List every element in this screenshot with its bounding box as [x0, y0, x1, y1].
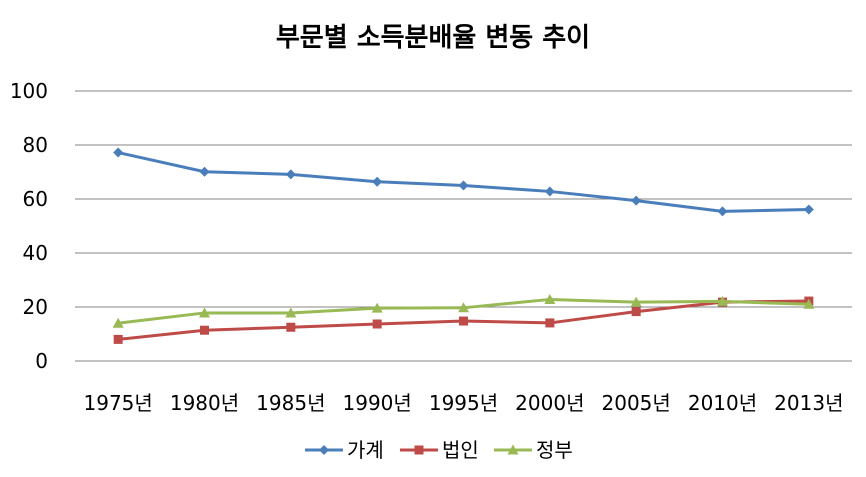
legend-item: 가계 [305, 438, 384, 462]
data-point [285, 307, 297, 318]
y-tick-label: 0 [35, 349, 48, 373]
x-tick-label: 1990년 [343, 391, 412, 415]
y-tick-label: 100 [10, 79, 48, 103]
data-point [803, 204, 814, 215]
data-point [372, 319, 382, 329]
legend: 가계 법인 정부 [305, 438, 573, 462]
legend-label: 정부 [536, 438, 573, 462]
x-tick-label: 2005년 [602, 391, 671, 415]
x-tick-label: 2013년 [774, 391, 843, 415]
data-point [113, 147, 124, 158]
y-axis-ticks: 0 20 40 60 80 100 [10, 79, 48, 373]
legend-label: 법인 [442, 438, 479, 462]
data-point [717, 206, 728, 217]
x-tick-label: 1975년 [84, 391, 153, 415]
x-tick-label: 1980년 [170, 391, 239, 415]
x-tick-label: 2000년 [515, 391, 584, 415]
legend-item: 법인 [400, 438, 479, 462]
data-point [199, 307, 210, 318]
y-tick-label: 60 [23, 187, 48, 211]
series-triangle [112, 293, 815, 328]
data-point [545, 318, 555, 328]
data-point [199, 166, 210, 177]
legend-marker [507, 444, 519, 455]
data-point [631, 307, 641, 317]
data-point [544, 186, 555, 197]
series-diamond [113, 147, 814, 217]
legend-marker [319, 445, 329, 455]
data-point [113, 334, 123, 344]
x-tick-label: 1985년 [256, 391, 325, 415]
legend-marker [414, 445, 424, 455]
data-point [285, 169, 296, 180]
y-tick-label: 20 [23, 295, 48, 319]
data-point [372, 176, 383, 187]
chart-title: 부문별 소득분배율 변동 추이 [276, 23, 590, 53]
data-point [200, 325, 209, 335]
y-tick-label: 80 [23, 133, 48, 157]
x-tick-label: 2010년 [688, 391, 757, 415]
data-point [803, 298, 815, 309]
data-point [631, 195, 642, 206]
data-point [458, 302, 469, 313]
data-point [717, 295, 728, 306]
data-point [286, 322, 296, 332]
data-point [112, 317, 124, 328]
series-group [112, 147, 815, 344]
data-point [459, 316, 468, 326]
y-tick-label: 40 [23, 241, 48, 265]
x-tick-label: 1995년 [429, 391, 498, 415]
data-point [544, 293, 556, 304]
data-point [458, 180, 469, 191]
legend-label: 가계 [347, 438, 384, 462]
legend-item: 정부 [494, 438, 573, 462]
x-axis-ticks: 1975년 1980년 1985년 1990년 1995년 2000년 2005년 2010년… [84, 391, 844, 415]
data-point [371, 302, 383, 313]
data-point [630, 296, 642, 307]
gridlines [75, 90, 852, 362]
